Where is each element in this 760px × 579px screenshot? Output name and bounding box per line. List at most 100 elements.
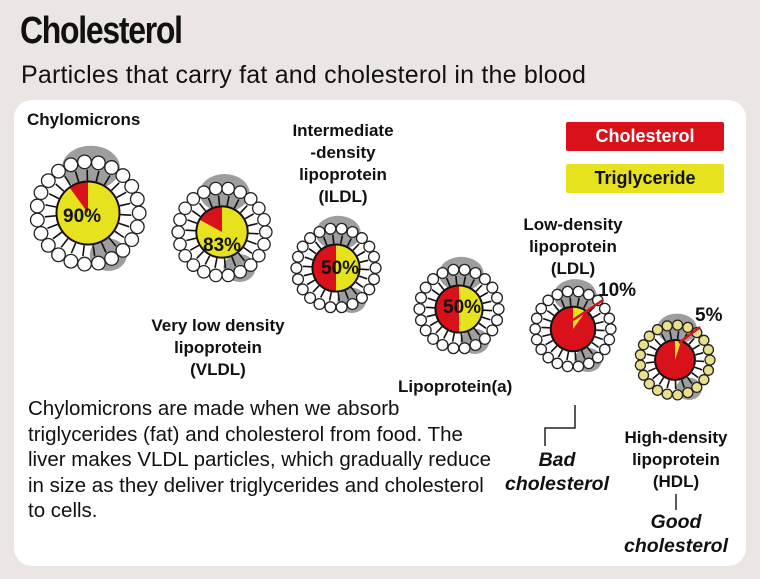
lpa-tail — [473, 327, 481, 336]
ldl-head — [542, 294, 555, 307]
vldl-tail — [237, 252, 246, 262]
lpa-tail — [425, 306, 435, 309]
chylomicrons-tail — [110, 182, 120, 191]
lpa-head — [492, 302, 505, 316]
ldl-tail — [560, 299, 566, 308]
hdl-head — [643, 330, 655, 342]
ildl-tail — [319, 289, 326, 298]
vldl-label-line2: lipoprotein — [174, 338, 262, 357]
chylomicrons-label: Chylomicrons — [27, 110, 141, 129]
page-subtitle: Particles that carry fat and cholesterol… — [21, 61, 587, 89]
lpa-tail — [435, 326, 443, 334]
ildl-tail — [360, 268, 370, 271]
chylomicrons-head — [131, 205, 147, 221]
hdl-head — [651, 384, 664, 396]
chylomicrons-head — [29, 198, 45, 214]
ldl-tail — [586, 346, 594, 355]
vldl-head — [257, 237, 271, 252]
hdl-tail — [695, 352, 704, 356]
lpa-tail — [455, 275, 458, 285]
vldl-tail — [191, 210, 201, 218]
ildl-head — [313, 297, 326, 311]
vldl-label-line1: Very low density — [151, 316, 285, 335]
ildl-tail — [359, 259, 369, 264]
hdl-tail — [694, 366, 703, 371]
hdl-head — [698, 334, 710, 346]
hdl-label: High-density lipoprotein (HDL) — [606, 427, 746, 493]
vldl-head — [208, 268, 223, 283]
ildl-head — [346, 297, 359, 311]
chylomicrons-head — [33, 225, 49, 241]
lpa-head — [419, 324, 432, 337]
lpa-percent: 50% — [443, 297, 482, 318]
chylomicrons-tail — [108, 237, 117, 247]
lpa-particle — [413, 256, 505, 355]
ldl-tail — [546, 309, 555, 317]
hdl-tail — [654, 338, 661, 346]
lpa-head — [469, 338, 482, 352]
page-title: Cholesterol — [20, 10, 183, 52]
vldl-head — [186, 258, 201, 272]
hdl-head — [691, 381, 703, 394]
lpa-tail — [429, 320, 439, 327]
lpa-tail — [427, 297, 437, 302]
lpa-label: Lipoprotein(a) — [398, 377, 513, 396]
ldl-particle — [529, 279, 617, 373]
vldl-tail — [204, 255, 211, 265]
chylomicrons-head — [115, 168, 131, 184]
ldl-head — [582, 357, 595, 370]
lpa-tail — [467, 331, 473, 341]
ldl-head — [572, 285, 585, 298]
vldl-tail — [186, 237, 197, 242]
ildl-tail — [302, 265, 312, 268]
chylomicrons-head — [124, 232, 140, 248]
lpa-tail — [483, 309, 493, 312]
ldl-head — [561, 360, 574, 373]
vldl-tail — [214, 258, 218, 269]
vldl-tail — [207, 197, 213, 208]
ildl-label-line2: -density — [310, 143, 376, 162]
hdl-head — [671, 389, 684, 401]
vldl-head — [178, 248, 193, 263]
vldl-head — [196, 185, 211, 200]
hdl-tail — [658, 377, 665, 385]
chylomicrons-tail — [60, 238, 69, 248]
hdl-tail — [647, 367, 656, 373]
ildl-tail — [352, 243, 360, 251]
hdl-head — [651, 324, 664, 336]
ldl-head — [572, 360, 585, 373]
lpa-tail — [451, 332, 456, 342]
chylomicrons-head — [90, 255, 106, 271]
bad-cholesterol-label: Bad cholesterol — [493, 448, 621, 496]
ildl-particle — [290, 215, 382, 314]
ildl-head — [367, 273, 381, 286]
hdl-label-line1: High-density — [624, 428, 728, 447]
vldl-tail — [217, 195, 221, 206]
chylomicrons-particle — [29, 145, 147, 272]
hdl-head — [643, 378, 655, 390]
ildl-head — [369, 261, 382, 275]
vldl-head — [243, 258, 258, 272]
lpa-head — [490, 314, 504, 327]
ldl-tail — [542, 333, 551, 338]
ildl-tail — [308, 248, 317, 255]
lpa-head — [413, 302, 426, 316]
chylomicrons-head — [77, 154, 92, 170]
hdl-head — [682, 321, 694, 334]
hdl-particle — [634, 313, 716, 401]
chylomicrons-tail — [55, 183, 65, 192]
ldl-percent-pointer — [572, 298, 604, 322]
chylomicrons-head — [40, 237, 56, 253]
chylomicrons-head — [33, 185, 49, 201]
vldl-tail — [223, 258, 227, 269]
ldl-head — [551, 288, 564, 301]
lpa-tail — [482, 300, 492, 305]
ildl-tail — [344, 290, 350, 300]
vldl-tail — [226, 195, 230, 206]
hdl-head — [682, 386, 694, 399]
vldl-tail — [185, 229, 196, 232]
ildl-head — [335, 301, 348, 314]
chylomicrons-tail — [74, 171, 80, 183]
chylomicrons-tail — [95, 170, 100, 182]
ldl-head — [551, 357, 564, 370]
